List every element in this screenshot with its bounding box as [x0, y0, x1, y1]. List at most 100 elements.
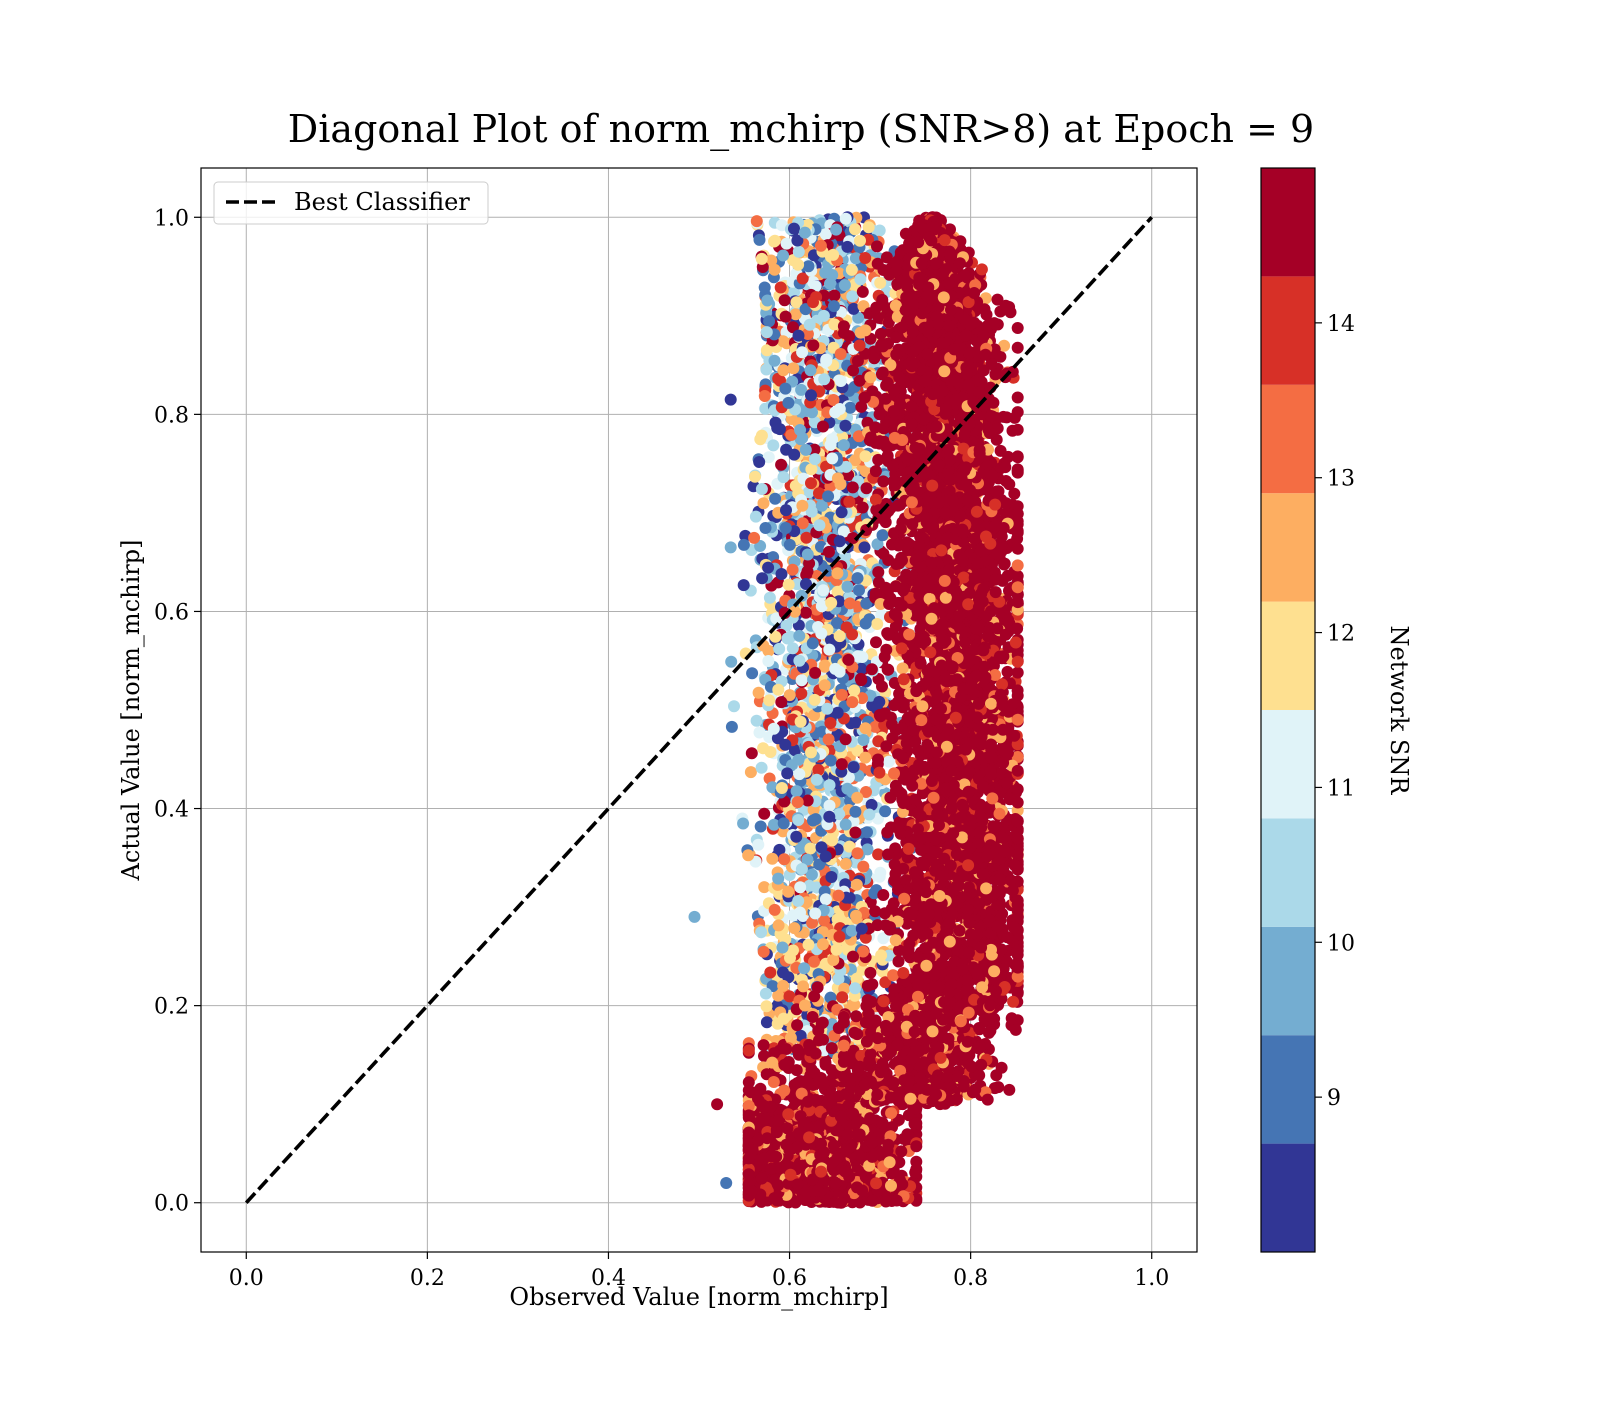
scatter-point	[788, 922, 800, 934]
scatter-point	[851, 879, 863, 891]
scatter-point	[832, 707, 844, 719]
scatter-point	[838, 439, 850, 451]
scatter-point	[777, 980, 789, 992]
scatter-point	[895, 1145, 907, 1157]
scatter-point	[779, 383, 791, 395]
scatter-point	[758, 946, 770, 958]
scatter-point	[760, 988, 772, 1000]
scatter-point	[828, 290, 840, 302]
scatter-point	[854, 273, 866, 285]
scatter-point	[792, 259, 804, 271]
scatter-point	[756, 762, 768, 774]
scatter-point	[842, 581, 854, 593]
scatter-point	[826, 834, 838, 846]
scatter-point	[819, 267, 831, 279]
scatter-point	[831, 567, 843, 579]
scatter-point	[780, 522, 792, 534]
scatter-point	[835, 1197, 847, 1209]
scatter-point	[877, 889, 889, 901]
scatter-point	[832, 472, 844, 484]
scatter-point	[755, 821, 767, 833]
scatter-point	[775, 459, 787, 471]
scatter-point	[792, 814, 804, 826]
scatter-point	[841, 241, 853, 253]
scatter-point	[749, 471, 761, 483]
scatter-point	[860, 450, 872, 462]
scatter-point	[827, 249, 839, 261]
scatter-point	[768, 1076, 780, 1088]
scatter-point	[823, 811, 835, 823]
scatter-point	[880, 1196, 892, 1208]
scatter-point	[841, 783, 853, 795]
scatter-point	[796, 674, 808, 686]
scatter-point	[820, 228, 832, 240]
scatter-point	[808, 956, 820, 968]
scatter-point	[777, 364, 789, 376]
scatter-point	[803, 939, 815, 951]
scatter-point	[787, 642, 799, 654]
scatter-point	[746, 1185, 758, 1197]
scatter-point	[871, 240, 883, 252]
scatter-point	[824, 717, 836, 729]
scatter-point	[778, 817, 790, 829]
scatter-point	[792, 895, 804, 907]
scatter-point	[762, 655, 774, 667]
scatter-point	[761, 1000, 773, 1012]
scatter-point	[871, 618, 883, 630]
scatter-point	[790, 831, 802, 843]
scatter-point	[728, 700, 740, 712]
scatter-point	[807, 296, 819, 308]
scatter-point	[753, 687, 765, 699]
scatter-point	[830, 1177, 842, 1189]
scatter-point	[782, 1108, 794, 1120]
scatter-point	[839, 1166, 851, 1178]
scatter-point	[761, 1016, 773, 1028]
scatter-point	[797, 980, 809, 992]
scatter-point	[787, 362, 799, 374]
scatter-point	[842, 1129, 854, 1141]
scatter-point	[861, 826, 873, 838]
scatter-point	[874, 867, 886, 879]
scatter-point	[743, 1168, 755, 1180]
scatter-point	[875, 949, 887, 961]
scatter-point	[829, 406, 841, 418]
scatter-point	[825, 597, 837, 609]
scatter-point	[756, 253, 768, 265]
scatter-point	[849, 806, 861, 818]
scatter-point	[768, 723, 780, 735]
scatter-point	[840, 858, 852, 870]
scatter-point	[879, 805, 891, 817]
scatter-point	[756, 572, 768, 584]
scatter-point	[805, 746, 817, 758]
scatter-point	[769, 235, 781, 247]
scatter-point	[782, 886, 794, 898]
scatter-point	[778, 1059, 790, 1071]
scatter-point	[823, 546, 835, 558]
scatter-point	[759, 390, 771, 402]
scatter-point	[896, 1178, 908, 1190]
scatter-point	[813, 1034, 825, 1046]
scatter-point	[782, 397, 794, 409]
scatter-point	[877, 1117, 889, 1129]
scatter-point	[849, 223, 861, 235]
scatter-point	[849, 982, 861, 994]
scatter-point	[866, 1151, 878, 1163]
scatter-point	[792, 796, 804, 808]
scatter-point	[746, 667, 758, 679]
scatter-point	[773, 919, 785, 931]
scatter-point	[772, 1179, 784, 1191]
scatter-point	[788, 223, 800, 235]
scatter-point	[891, 1195, 903, 1207]
scatter-point	[742, 849, 754, 861]
scatter-point	[770, 1151, 782, 1163]
scatter-point	[815, 628, 827, 640]
scatter-point	[765, 1101, 777, 1113]
scatter-point	[835, 375, 847, 387]
scatter-point	[847, 1108, 859, 1120]
scatter-point	[836, 991, 848, 1003]
scatter-point	[853, 1149, 865, 1161]
scatter-point	[860, 618, 872, 630]
scatter-point	[791, 1019, 803, 1031]
scatter-point	[743, 1152, 755, 1164]
scatter-point	[753, 456, 765, 468]
